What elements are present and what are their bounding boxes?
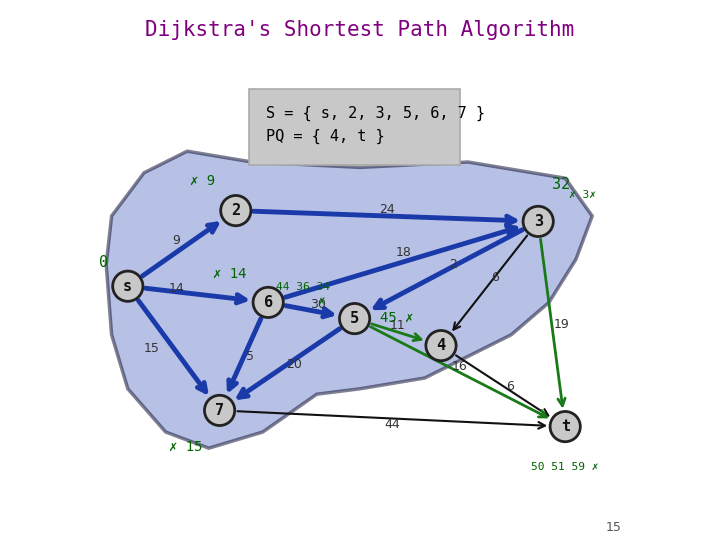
Text: t: t [561,419,570,434]
Circle shape [426,330,456,361]
Circle shape [340,303,370,334]
Text: 3: 3 [534,214,543,229]
Text: 24: 24 [379,203,395,216]
Text: ✗ 14: ✗ 14 [212,267,246,281]
Text: s: s [123,279,132,294]
Text: 2: 2 [231,203,240,218]
Text: 15: 15 [144,342,160,355]
Text: 0: 0 [99,255,108,271]
Text: 7: 7 [215,403,224,418]
FancyBboxPatch shape [249,89,460,165]
Text: 44 36 34: 44 36 34 [276,282,330,292]
Text: 14: 14 [168,282,184,295]
Circle shape [113,271,143,301]
Text: 15: 15 [606,521,622,534]
Text: 11: 11 [390,319,405,332]
Text: 18: 18 [395,246,411,259]
Circle shape [523,206,554,237]
Text: 44: 44 [384,418,400,431]
Text: 30: 30 [310,298,326,310]
Text: 45 ✗: 45 ✗ [380,310,413,325]
Text: 9: 9 [173,234,180,247]
Text: Dijkstra's Shortest Path Algorithm: Dijkstra's Shortest Path Algorithm [145,19,575,40]
Text: 4: 4 [436,338,446,353]
Text: 5: 5 [350,311,359,326]
Text: 20: 20 [286,358,302,371]
Circle shape [220,195,251,226]
Text: ✗ 3✗: ✗ 3✗ [569,190,596,199]
Circle shape [550,411,580,442]
Text: 50 51 59 ✗: 50 51 59 ✗ [531,462,599,472]
Text: ✗ 9: ✗ 9 [190,174,215,188]
Text: 2: 2 [449,258,456,271]
Text: PQ = { 4, t }: PQ = { 4, t } [266,129,384,144]
Text: 6: 6 [505,380,513,393]
Text: ✗ 15: ✗ 15 [169,440,203,454]
Text: ✗: ✗ [318,295,325,308]
Circle shape [204,395,235,426]
Text: S = { s, 2, 3, 5, 6, 7 }: S = { s, 2, 3, 5, 6, 7 } [266,105,485,120]
Circle shape [253,287,284,318]
Polygon shape [107,151,593,448]
Text: 19: 19 [554,318,570,330]
Text: 5: 5 [246,350,254,363]
Text: 32: 32 [552,177,570,192]
Text: 6: 6 [264,295,273,310]
Text: 6: 6 [491,271,499,284]
Text: 16: 16 [452,360,468,373]
